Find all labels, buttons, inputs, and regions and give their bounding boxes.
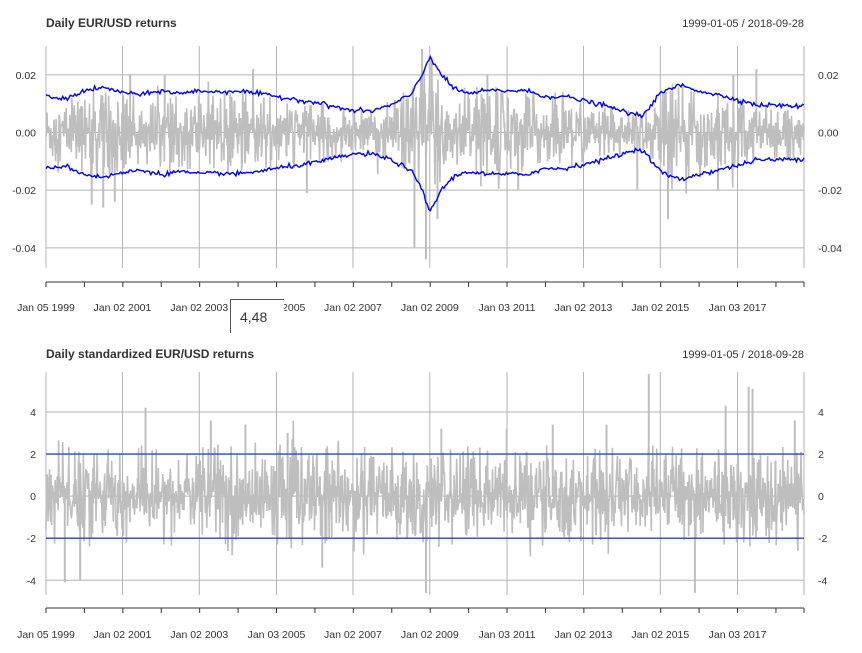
y-tick-label-left: -0.04 xyxy=(12,243,36,255)
x-tick-label: Jan 05 1999 xyxy=(17,629,75,641)
x-tick-label: Jan 02 2003 xyxy=(170,629,228,641)
x-tick-label: Jan 02 2009 xyxy=(401,302,459,314)
standardized-returns-panel: 4 4 2 2 0 0 -2 -2 -4 -4 Jan 05 1999 Jan 02 2001 Jan … xyxy=(17,372,827,641)
value-tooltip: 4,48 xyxy=(230,299,284,333)
volatility-band-upper xyxy=(45,55,805,119)
top-date-range: 1999-01-05 / 2018-09-28 xyxy=(682,18,804,30)
y-tick-label-left: 0 xyxy=(30,491,36,503)
returns-panel: 0.02 0.02 0.00 0.00 -0.02 -0.02 -0.04 -0.04 Jan … xyxy=(12,46,842,314)
x-tick-label: Jan 02 2009 xyxy=(401,629,459,641)
y-tick-label-left: 0.02 xyxy=(16,70,37,82)
x-tick-label: Jan 03 2005 xyxy=(248,629,306,641)
x-tick-label: Jan 02 2013 xyxy=(555,302,613,314)
y-tick-label-left: -0.02 xyxy=(12,185,36,197)
x-tick-label: Jan 02 2001 xyxy=(94,302,152,314)
x-tick-label: Jan 02 2013 xyxy=(555,629,613,641)
y-tick-label-right: -0.02 xyxy=(818,185,842,197)
y-tick-label-right: 4 xyxy=(818,407,824,419)
top-chart-title: Daily EUR/USD returns xyxy=(46,16,177,30)
y-tick-label-left: 4 xyxy=(30,407,36,419)
x-tick-label: Jan 03 2017 xyxy=(709,302,767,314)
x-tick-label: Jan 03 2011 xyxy=(479,302,536,314)
bottom-date-range: 1999-01-05 / 2018-09-28 xyxy=(682,349,804,361)
y-tick-label-right: 0 xyxy=(818,491,824,503)
x-tick-label: Jan 03 2017 xyxy=(709,629,767,641)
x-tick-label: Jan 02 2007 xyxy=(324,302,382,314)
y-tick-label-right: 0.02 xyxy=(818,70,839,82)
y-tick-label-left: -4 xyxy=(27,575,36,587)
y-tick-label-right: 2 xyxy=(818,449,824,461)
returns-series-line xyxy=(45,57,805,194)
x-tick-label: Jan 02 2003 xyxy=(170,302,228,314)
x-tick-label: Jan 02 2001 xyxy=(94,629,152,641)
tooltip-value: 4,48 xyxy=(240,309,268,325)
y-tick-label-right: -0.04 xyxy=(818,243,842,255)
y-tick-label-right: 0.00 xyxy=(818,127,839,139)
x-tick-label: Jan 02 2015 xyxy=(631,302,689,314)
volatility-band-lower xyxy=(45,147,805,212)
x-tick-label: Jan 02 2015 xyxy=(631,629,689,641)
y-tick-label-right: -4 xyxy=(818,575,827,587)
x-tick-label: Jan 05 1999 xyxy=(17,302,75,314)
x-tick-label: Jan 03 2011 xyxy=(479,629,536,641)
y-tick-label-left: -2 xyxy=(27,533,36,545)
y-tick-label-left: 0.00 xyxy=(16,127,37,139)
bottom-chart-title: Daily standardized EUR/USD returns xyxy=(46,347,254,361)
y-tick-label-right: -2 xyxy=(818,533,827,545)
x-tick-label: Jan 02 2007 xyxy=(324,629,382,641)
y-tick-label-left: 2 xyxy=(30,449,36,461)
